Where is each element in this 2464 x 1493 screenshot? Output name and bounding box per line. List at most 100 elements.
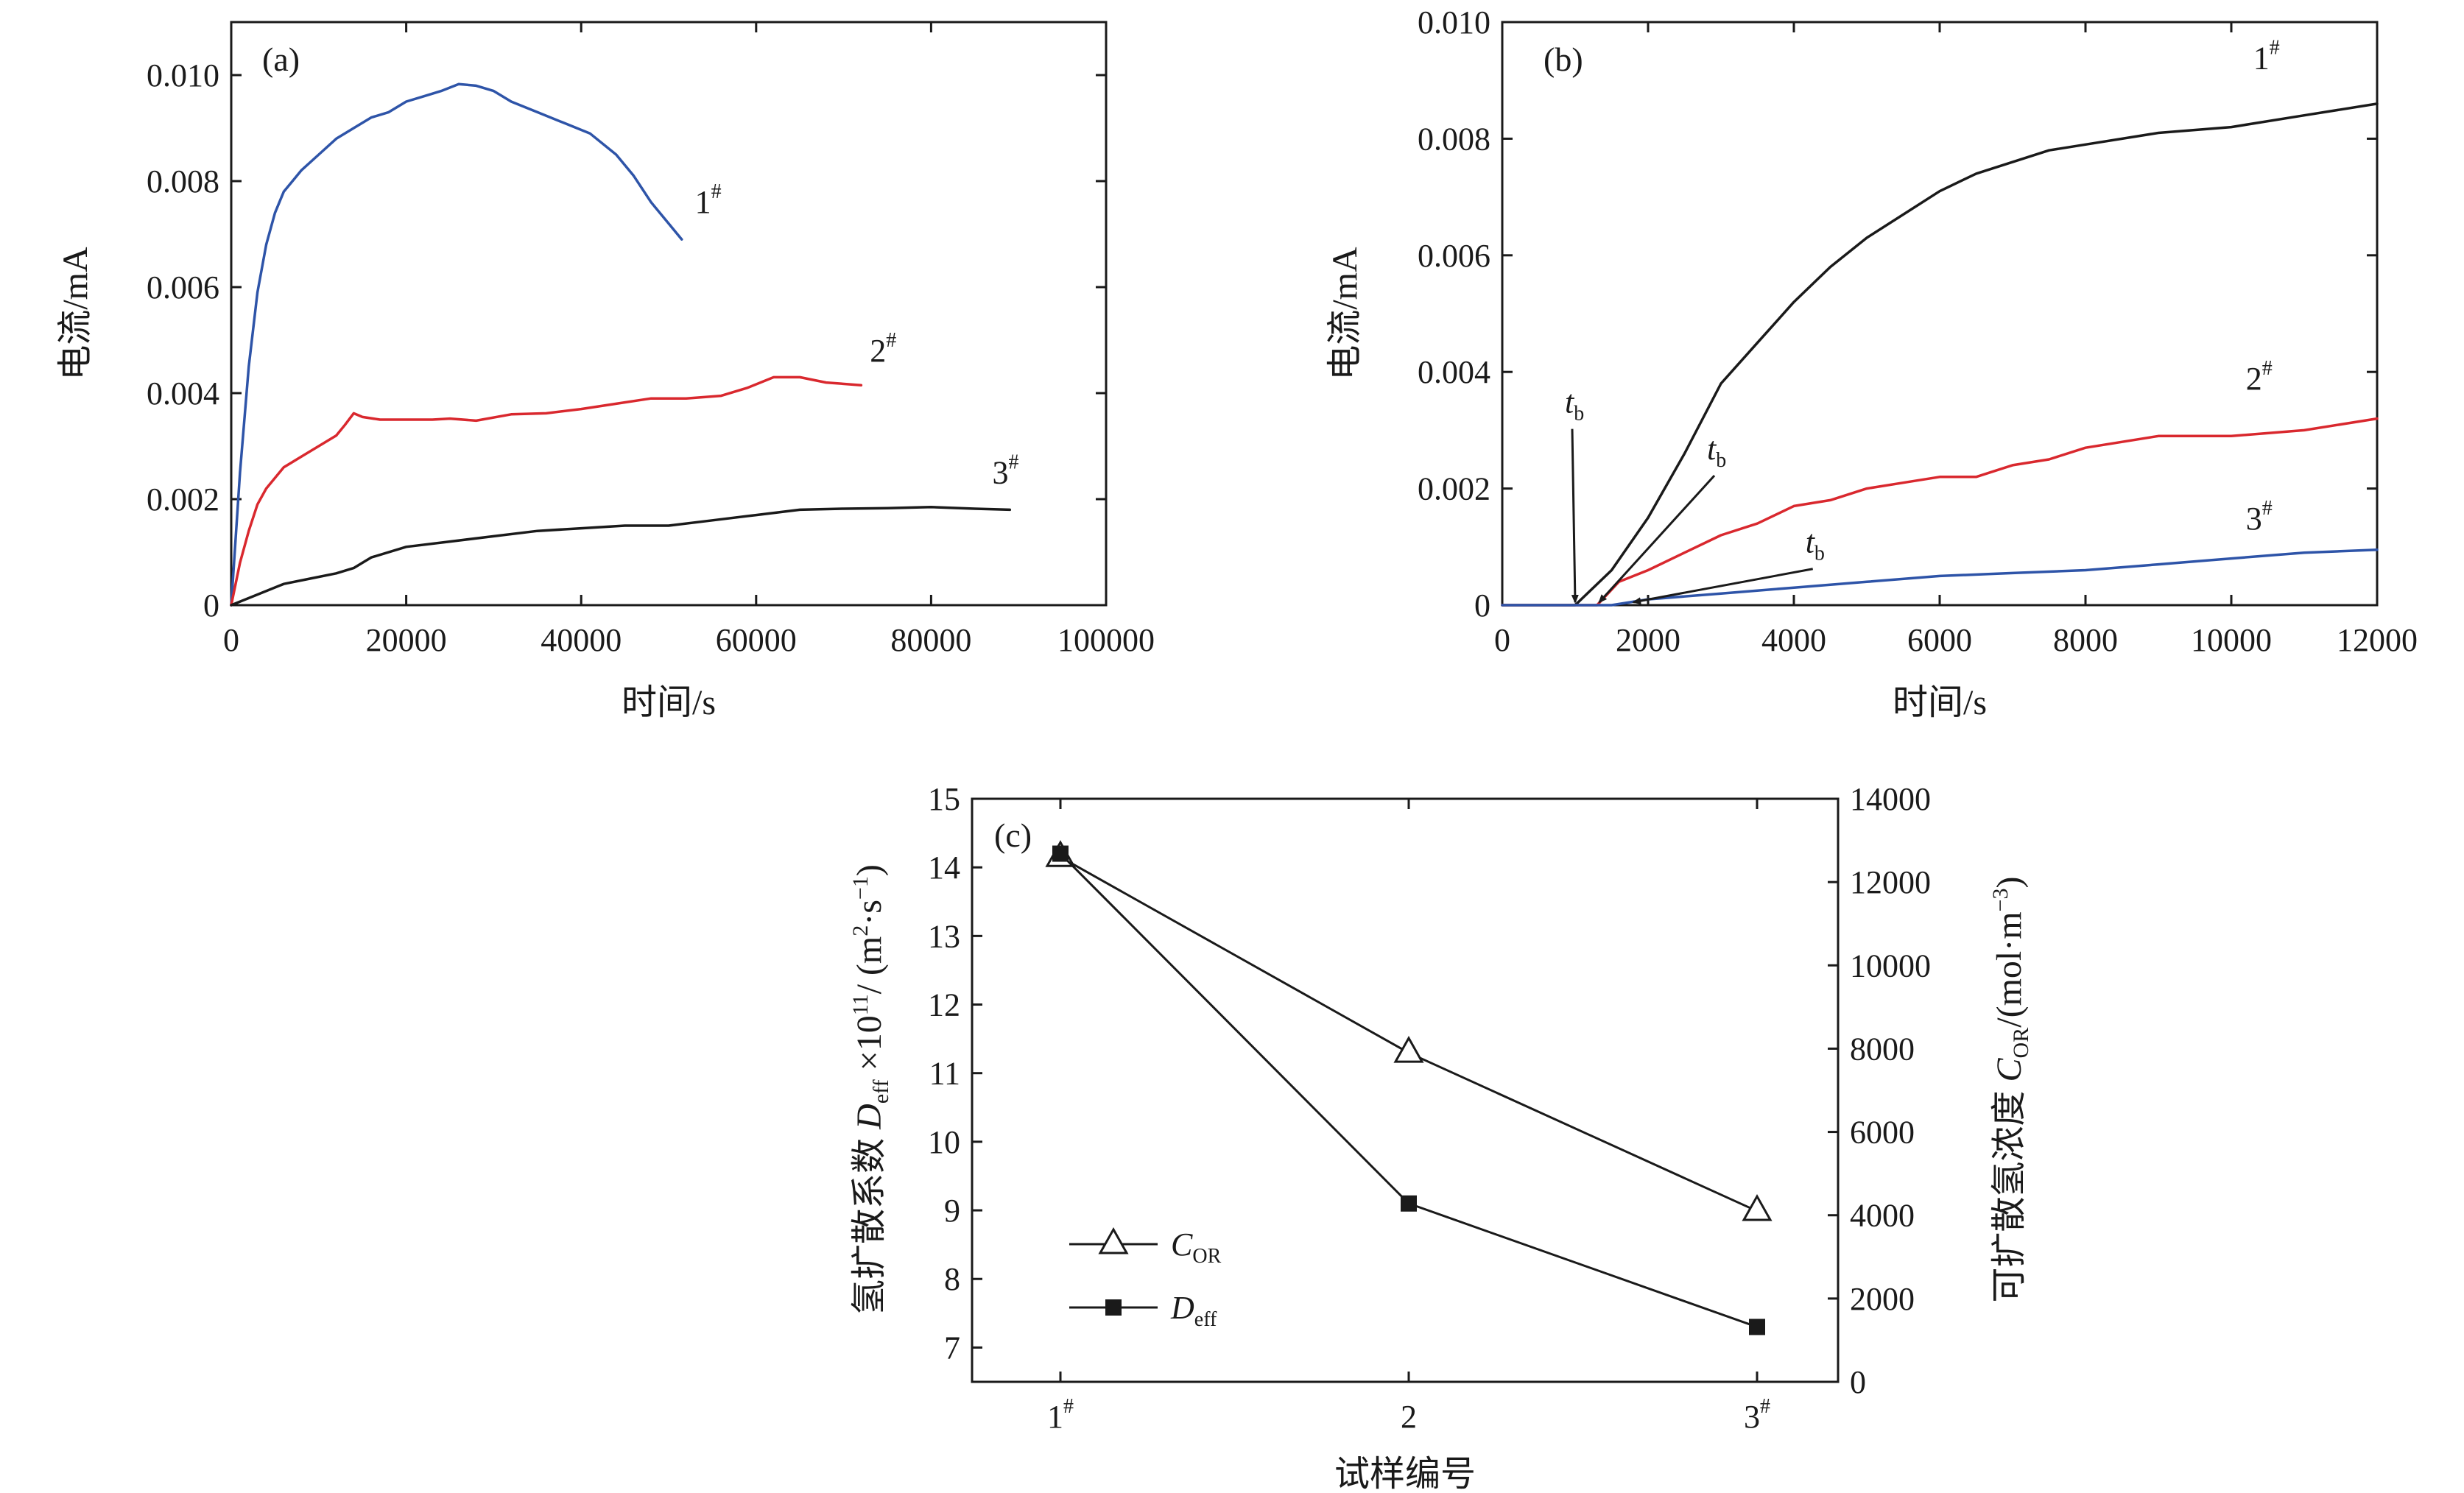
series-line-d-eff (1059, 853, 1758, 1328)
left-y-title-D: D (850, 1104, 889, 1130)
panel-b-x-ticks: 0 2000 4000 6000 8000 10000 12000 (1494, 22, 2418, 658)
triangle-marker (1393, 1036, 1424, 1063)
panel-b-x-title: 时间/s (1893, 683, 1987, 722)
right-y-tick-label: 6000 (1850, 1115, 1915, 1151)
left-y-tick-label: 8 (944, 1261, 960, 1297)
panel-c: 1# 2 3# 7 8 9 10 11 12 13 14 15 0 2000 4000 6000 8000 1… (848, 781, 2033, 1493)
panel-a: 0 20000 40000 60000 80000 100000 00.0020.0040… (56, 21, 1155, 722)
series-label: 3# (2246, 497, 2273, 537)
series-label: 1# (695, 180, 722, 220)
panel-a-series (230, 82, 1012, 607)
square-marker (1401, 1195, 1417, 1212)
x-tick-label: 1# (1047, 1395, 1074, 1435)
y-tick-label: 0.004 (1418, 354, 1490, 390)
left-y-tick-label: 10 (928, 1124, 960, 1160)
series-line-3 (230, 506, 1012, 607)
tb-arrow (1598, 474, 1716, 604)
y-tick-label: 0.010 (1418, 4, 1490, 40)
y-tick-label: 0.010 (147, 57, 219, 93)
panel-c-right-y-ticks: 0 2000 4000 6000 8000 10000 12000 14000 (1828, 781, 1931, 1400)
series-line-1 (230, 82, 683, 607)
panel-c-x-ticks: 1# 2 3# (1047, 799, 1770, 1435)
panel-a-series-labels: 1# 2# 3# (695, 180, 1019, 490)
tb-label: tb (1565, 384, 1584, 426)
panel-a-x-title: 时间/s (622, 683, 716, 722)
x-tick-label: 8000 (2053, 622, 2118, 658)
series-label: 3# (993, 451, 1019, 490)
right-y-title-C: C (1990, 1057, 2029, 1081)
x-tick-label: 10000 (2191, 622, 2272, 658)
x-tick-label: 100000 (1057, 622, 1155, 658)
panel-c-x-title: 试样编号 (1334, 1455, 1476, 1493)
y-tick-label: 0.002 (1418, 471, 1490, 507)
panel-a-frame (230, 21, 1108, 607)
square-marker (1749, 1319, 1765, 1335)
series-line-c-or (1060, 855, 1758, 1213)
panel-c-left-y-ticks: 7 8 9 10 11 12 13 14 15 (928, 781, 982, 1366)
x-tick-label: 60000 (716, 622, 797, 658)
x-tick-label: 0 (223, 622, 239, 658)
x-tick-label: 20000 (366, 622, 447, 658)
y-tick-label: 0.008 (147, 163, 219, 200)
left-y-title-exp: 11 (848, 994, 873, 1015)
x-tick-label: 2000 (1616, 622, 1680, 658)
x-tick-label: 6000 (1907, 622, 1972, 658)
right-y-tick-label: 12000 (1850, 864, 1931, 900)
y-tick-label: 0.008 (1418, 121, 1490, 157)
right-y-tick-label: 4000 (1850, 1198, 1915, 1234)
panel-a-y-title: 电流/mA (56, 247, 95, 381)
left-y-title-unit2: ·s (850, 900, 889, 925)
left-y-title-mid: ×10 (850, 1015, 889, 1079)
left-y-tick-label: 11 (929, 1056, 960, 1092)
left-y-tick-label: 9 (944, 1193, 960, 1229)
panel-b-series-labels: 1# 2# 3# (2246, 36, 2280, 537)
y-tick-label: 0.004 (147, 375, 219, 412)
left-y-tick-label: 14 (928, 850, 960, 886)
x-tick-label: 3# (1744, 1395, 1770, 1435)
panel-b: 0 2000 4000 6000 8000 10000 12000 00.0020.0040… (1326, 4, 2418, 722)
series-line-1 (1501, 102, 2379, 607)
right-y-tick-label: 0 (1850, 1364, 1866, 1400)
panel-c-series (1045, 840, 1773, 1335)
left-y-title-unit3: ) (850, 864, 889, 876)
panel-c-legend: COR Deff (1069, 1226, 1222, 1331)
x-tick-label: 0 (1494, 622, 1510, 658)
panel-c-frame (971, 797, 1840, 1383)
x-tick-label: 80000 (890, 622, 971, 658)
left-y-title-sub: eff (869, 1079, 893, 1104)
panel-c-right-y-title: 可扩散氢浓度 COR/(mol·m−3) (1988, 877, 2033, 1303)
right-y-title-sub: OR (2009, 1028, 2033, 1059)
right-y-title-unit: /(mol·m (1990, 911, 2029, 1027)
tb-label: tb (1806, 524, 1825, 565)
y-tick-label: 0.006 (1418, 238, 1490, 274)
legend-label: COR (1171, 1226, 1222, 1268)
y-tick-label: 0.006 (147, 269, 219, 306)
legend-square-icon (1105, 1299, 1122, 1316)
panel-b-y-title: 电流/mA (1326, 247, 1365, 381)
right-y-tick-label: 14000 (1850, 781, 1931, 817)
panel-a-x-ticks: 0 20000 40000 60000 80000 100000 (223, 22, 1155, 658)
y-tick-label: 0 (203, 587, 219, 624)
tb-label: tb (1707, 431, 1726, 472)
tb-arrow (1571, 428, 1579, 604)
series-label: 2# (870, 329, 896, 369)
left-y-title-prefix: 氢扩散系数 (850, 1129, 889, 1315)
legend-triangle-icon (1098, 1226, 1129, 1254)
series-label: 1# (2253, 36, 2280, 76)
series-line-2 (1501, 417, 2379, 607)
right-y-title-supm3: −3 (1988, 889, 2013, 912)
y-tick-label: 0.002 (147, 481, 219, 518)
panel-c-left-y-title: 氢扩散系数 Deff ×1011/ (m2·s−1) (848, 864, 893, 1315)
left-y-tick-label: 12 (928, 987, 960, 1023)
panel-b-y-ticks: 0 0.002 0.004 0.006 0.008 0.010 (1418, 4, 2377, 624)
left-y-tick-label: 13 (928, 918, 960, 954)
tb-arrow (1632, 568, 1813, 605)
y-tick-label: 0 (1474, 587, 1490, 624)
series-label: 2# (2246, 357, 2273, 397)
triangle-marker (1742, 1194, 1773, 1221)
x-tick-label: 4000 (1761, 622, 1826, 658)
panel-b-tb-annotations: tb tb tb (1565, 384, 1825, 605)
left-y-title-supm1: −1 (848, 876, 873, 900)
legend-label: Deff (1170, 1290, 1217, 1331)
